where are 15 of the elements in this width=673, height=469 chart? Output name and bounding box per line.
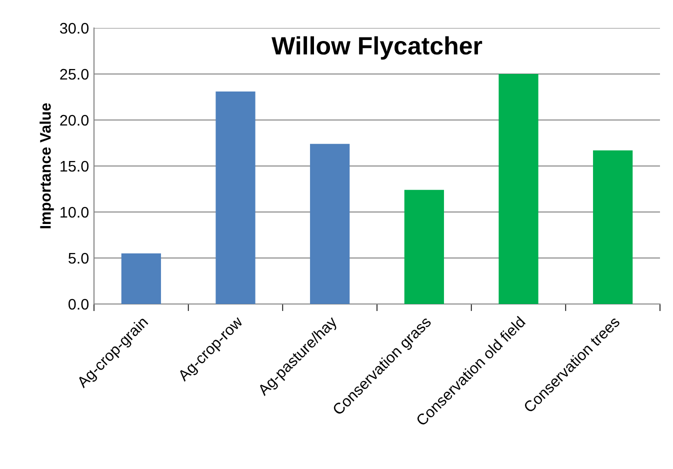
y-tick-label: 25.0 (60, 68, 89, 80)
chart-title: Willow Flycatcher (272, 36, 482, 60)
bar (216, 91, 256, 304)
bar (404, 190, 444, 304)
y-tick-label: 10.0 (60, 206, 89, 218)
bar (593, 150, 633, 304)
y-tick-label: 5.0 (68, 252, 89, 264)
y-tick-label: 0.0 (68, 298, 89, 310)
bar (310, 144, 350, 304)
y-axis-title: Importance Value (40, 103, 54, 228)
bar (498, 74, 538, 304)
bar (121, 253, 161, 304)
y-tick-label: 20.0 (60, 114, 89, 126)
y-tick-label: 15.0 (60, 160, 89, 172)
y-tick-label: 30.0 (60, 22, 89, 34)
